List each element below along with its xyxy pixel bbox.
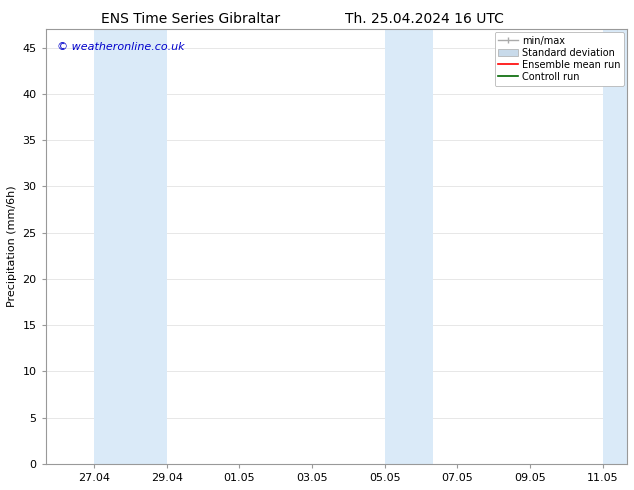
Bar — [385, 29, 433, 464]
Legend: min/max, Standard deviation, Ensemble mean run, Controll run: min/max, Standard deviation, Ensemble me… — [495, 32, 624, 86]
Y-axis label: Precipitation (mm/6h): Precipitation (mm/6h) — [7, 186, 17, 307]
Bar — [94, 29, 167, 464]
Text: © weatheronline.co.uk: © weatheronline.co.uk — [57, 42, 185, 52]
Text: ENS Time Series Gibraltar: ENS Time Series Gibraltar — [101, 12, 280, 26]
Bar — [603, 29, 627, 464]
Text: Th. 25.04.2024 16 UTC: Th. 25.04.2024 16 UTC — [346, 12, 504, 26]
